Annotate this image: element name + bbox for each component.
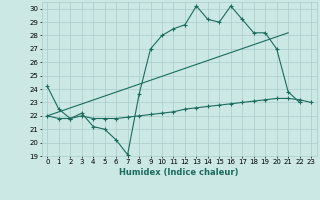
X-axis label: Humidex (Indice chaleur): Humidex (Indice chaleur)	[119, 168, 239, 177]
